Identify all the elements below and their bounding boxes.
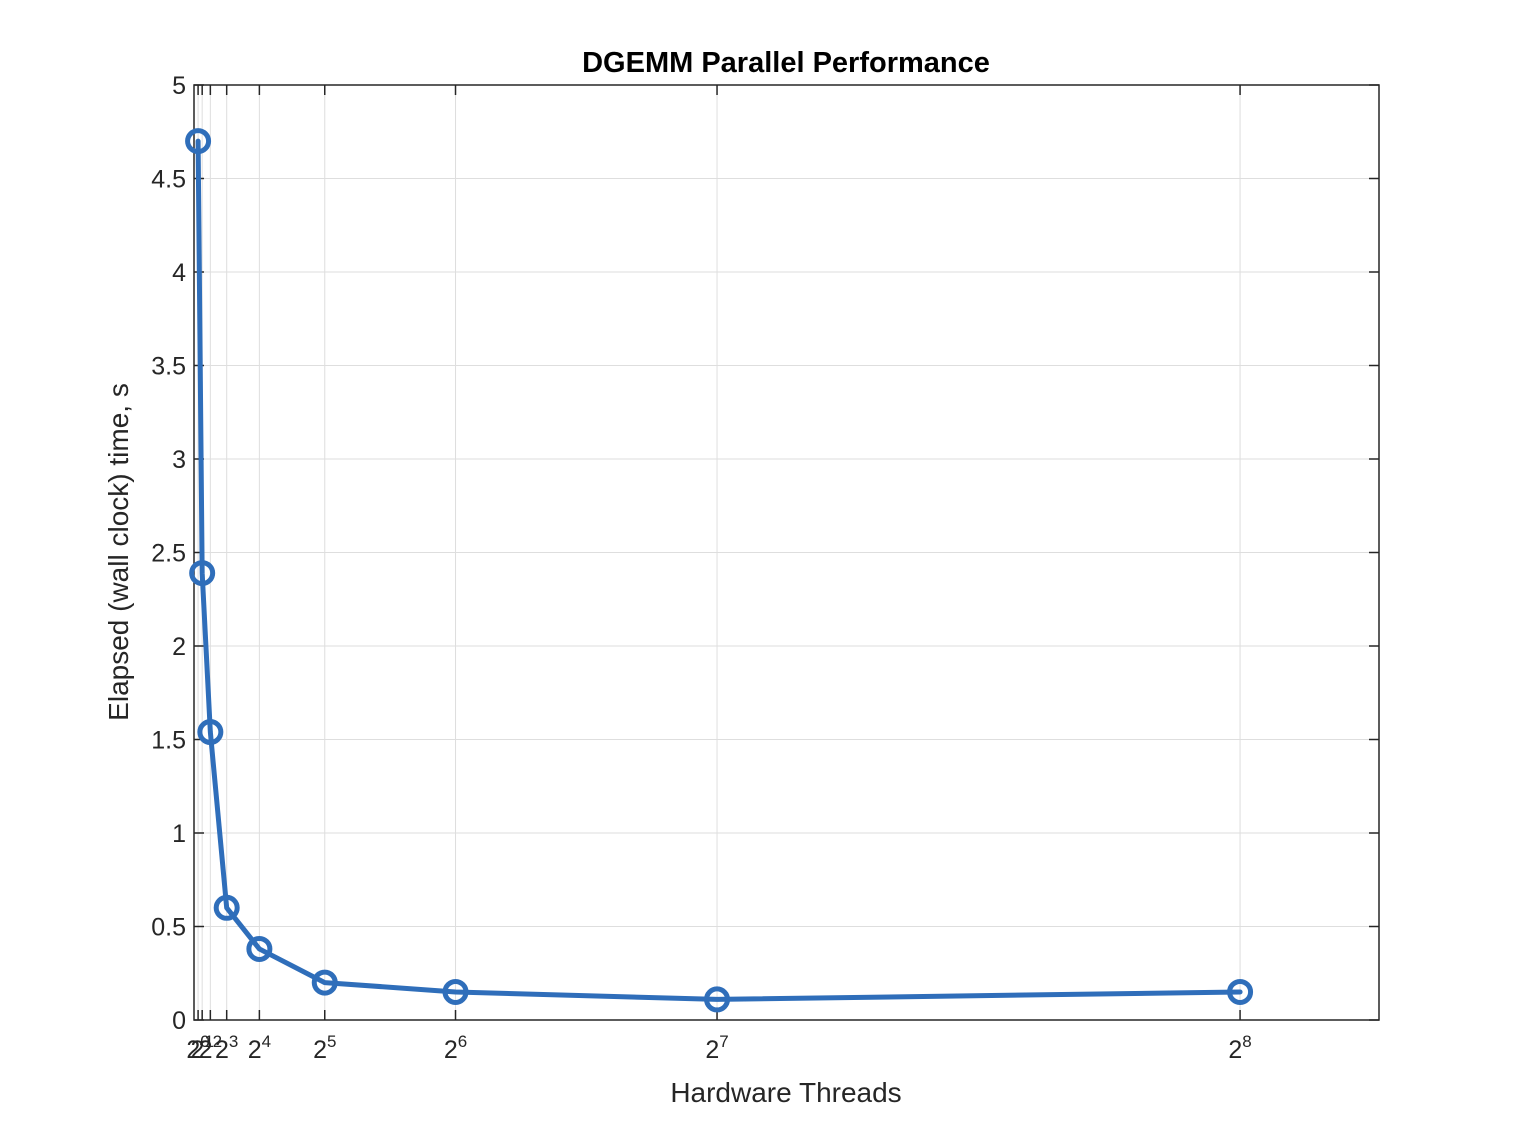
y-axis-label: Elapsed (wall clock) time, s xyxy=(103,383,134,721)
data-point-marker xyxy=(185,128,212,155)
y-tick-label: 0 xyxy=(172,1007,186,1035)
data-point-marker xyxy=(442,978,469,1005)
y-tick-label: 4 xyxy=(172,259,186,287)
x-tick-label: 22 xyxy=(199,1032,222,1064)
x-tick-label: 21 xyxy=(190,1032,213,1064)
x-tick-label: 23 xyxy=(215,1032,238,1064)
y-tick-label: 1.5 xyxy=(151,727,186,755)
data-point-marker xyxy=(189,560,216,587)
y-tick-label: 5 xyxy=(172,72,186,100)
x-tick-label: 28 xyxy=(1228,1032,1251,1064)
y-tick-label: 1 xyxy=(172,820,186,848)
data-point-marker xyxy=(213,894,240,921)
x-tick-label: 20 xyxy=(186,1032,209,1064)
y-tick-label: 3 xyxy=(172,446,186,474)
x-tick-label: 26 xyxy=(444,1032,467,1064)
y-tick-label: 2.5 xyxy=(151,540,186,568)
data-point-marker xyxy=(1227,978,1254,1005)
data-point-marker xyxy=(246,935,273,962)
data-point-marker xyxy=(704,986,731,1013)
y-tick-label: 4.5 xyxy=(151,166,186,194)
series-layer xyxy=(185,128,1254,1013)
series-line xyxy=(195,138,1243,1002)
x-tick-label: 25 xyxy=(313,1032,336,1064)
y-tick-label: 3.5 xyxy=(151,353,186,381)
y-tick-label: 2 xyxy=(172,633,186,661)
data-point-marker xyxy=(197,719,224,746)
data-point-marker xyxy=(311,969,338,996)
x-tick-label: 27 xyxy=(705,1032,728,1064)
x-tick-label: 24 xyxy=(248,1032,271,1064)
x-axis-label: Hardware Threads xyxy=(670,1077,901,1108)
chart-title: DGEMM Parallel Performance xyxy=(582,47,990,79)
y-tick-label: 0.5 xyxy=(151,914,186,942)
